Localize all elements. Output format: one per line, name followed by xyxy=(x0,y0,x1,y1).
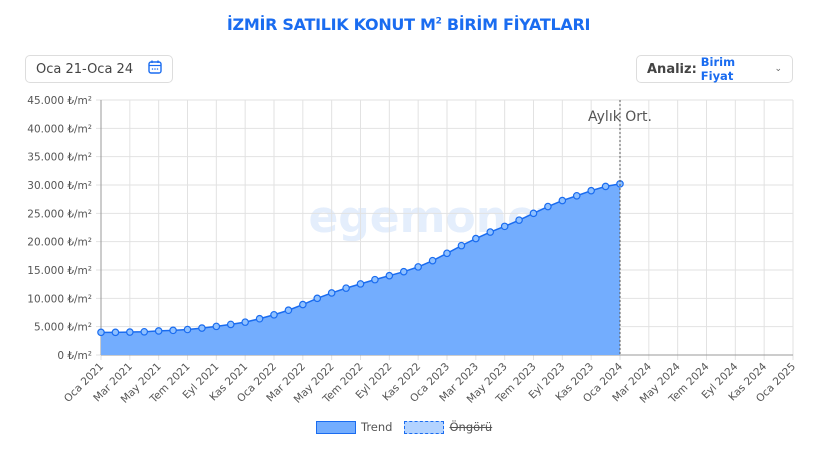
legend: Trend Öngörü xyxy=(316,420,492,434)
trend-point xyxy=(414,263,422,271)
trend-point xyxy=(154,327,163,335)
y-tick-label: 25.000 ₺/m² xyxy=(27,208,92,220)
trend-point xyxy=(313,294,322,303)
trend-point xyxy=(529,209,538,218)
trend-point xyxy=(299,300,307,309)
date-range-value: Oca 21-Oca 24 xyxy=(36,61,134,77)
page-title: İZMİR SATILIK KONUT M2 BİRİM FİYATLARI xyxy=(226,15,591,34)
y-tick-label: 35.000 ₺/m² xyxy=(27,152,92,164)
trend-point xyxy=(140,327,149,336)
y-tick-label: 15.000 ₺/m² xyxy=(27,265,92,277)
date-range-picker[interactable]: Oca 21-Oca 24 xyxy=(25,55,173,83)
trend-point xyxy=(515,216,523,224)
analysis-value: Birim Fiyat xyxy=(700,55,736,83)
trend-point xyxy=(270,310,278,319)
trend-point xyxy=(226,320,235,329)
y-tick-label: 5.000 ₺/m² xyxy=(34,322,92,334)
trend-point xyxy=(126,328,134,336)
trend-point xyxy=(356,280,365,288)
trend-point xyxy=(572,191,581,200)
y-tick-label: 45.000 ₺/m² xyxy=(27,95,92,107)
chevron-down-icon: ⌄ xyxy=(774,64,782,74)
trend-point xyxy=(472,234,480,243)
y-tick-label: 20.000 ₺/m² xyxy=(27,237,92,249)
legend-label-trend[interactable]: Trend xyxy=(361,420,393,434)
calendar-icon xyxy=(148,60,162,78)
trend-point xyxy=(385,271,394,280)
analysis-label: Analiz: xyxy=(647,61,697,77)
legend-swatch-forecast[interactable] xyxy=(404,420,445,434)
trend-point xyxy=(587,186,595,195)
trend-point xyxy=(399,267,408,276)
trend-point xyxy=(212,322,221,331)
trend-point xyxy=(284,306,293,315)
trend-point xyxy=(169,326,177,335)
trend-point xyxy=(371,275,379,284)
trend-point xyxy=(486,228,495,236)
trend-point xyxy=(558,196,567,205)
y-tick-label: 40.000 ₺/m² xyxy=(27,123,92,135)
trend-point xyxy=(111,328,120,337)
trend-point xyxy=(97,328,105,337)
trend-point xyxy=(428,256,437,265)
trend-point xyxy=(327,289,336,297)
trend-point xyxy=(457,241,466,250)
legend-swatch-trend[interactable] xyxy=(316,420,356,434)
y-tick-label: 0 ₺/m² xyxy=(57,350,92,362)
annotation-label: Aylık Ort. xyxy=(588,109,652,125)
y-tick-label: 30.000 ₺/m² xyxy=(27,180,92,192)
trend-point xyxy=(198,324,206,332)
y-tick-label: 10.000 ₺/m² xyxy=(27,293,92,305)
trend-point xyxy=(342,284,350,292)
trend-point xyxy=(443,249,451,258)
trend-area xyxy=(101,183,620,355)
trend-point xyxy=(241,318,249,326)
trend-point xyxy=(601,182,610,191)
analysis-dropdown[interactable]: Analiz: Birim Fiyat ⌄ xyxy=(636,55,793,83)
trend-point xyxy=(183,325,192,334)
trend-point xyxy=(544,202,552,211)
legend-label-forecast[interactable]: Öngörü xyxy=(449,420,493,434)
trend-point xyxy=(255,314,264,323)
trend-point xyxy=(500,222,509,231)
